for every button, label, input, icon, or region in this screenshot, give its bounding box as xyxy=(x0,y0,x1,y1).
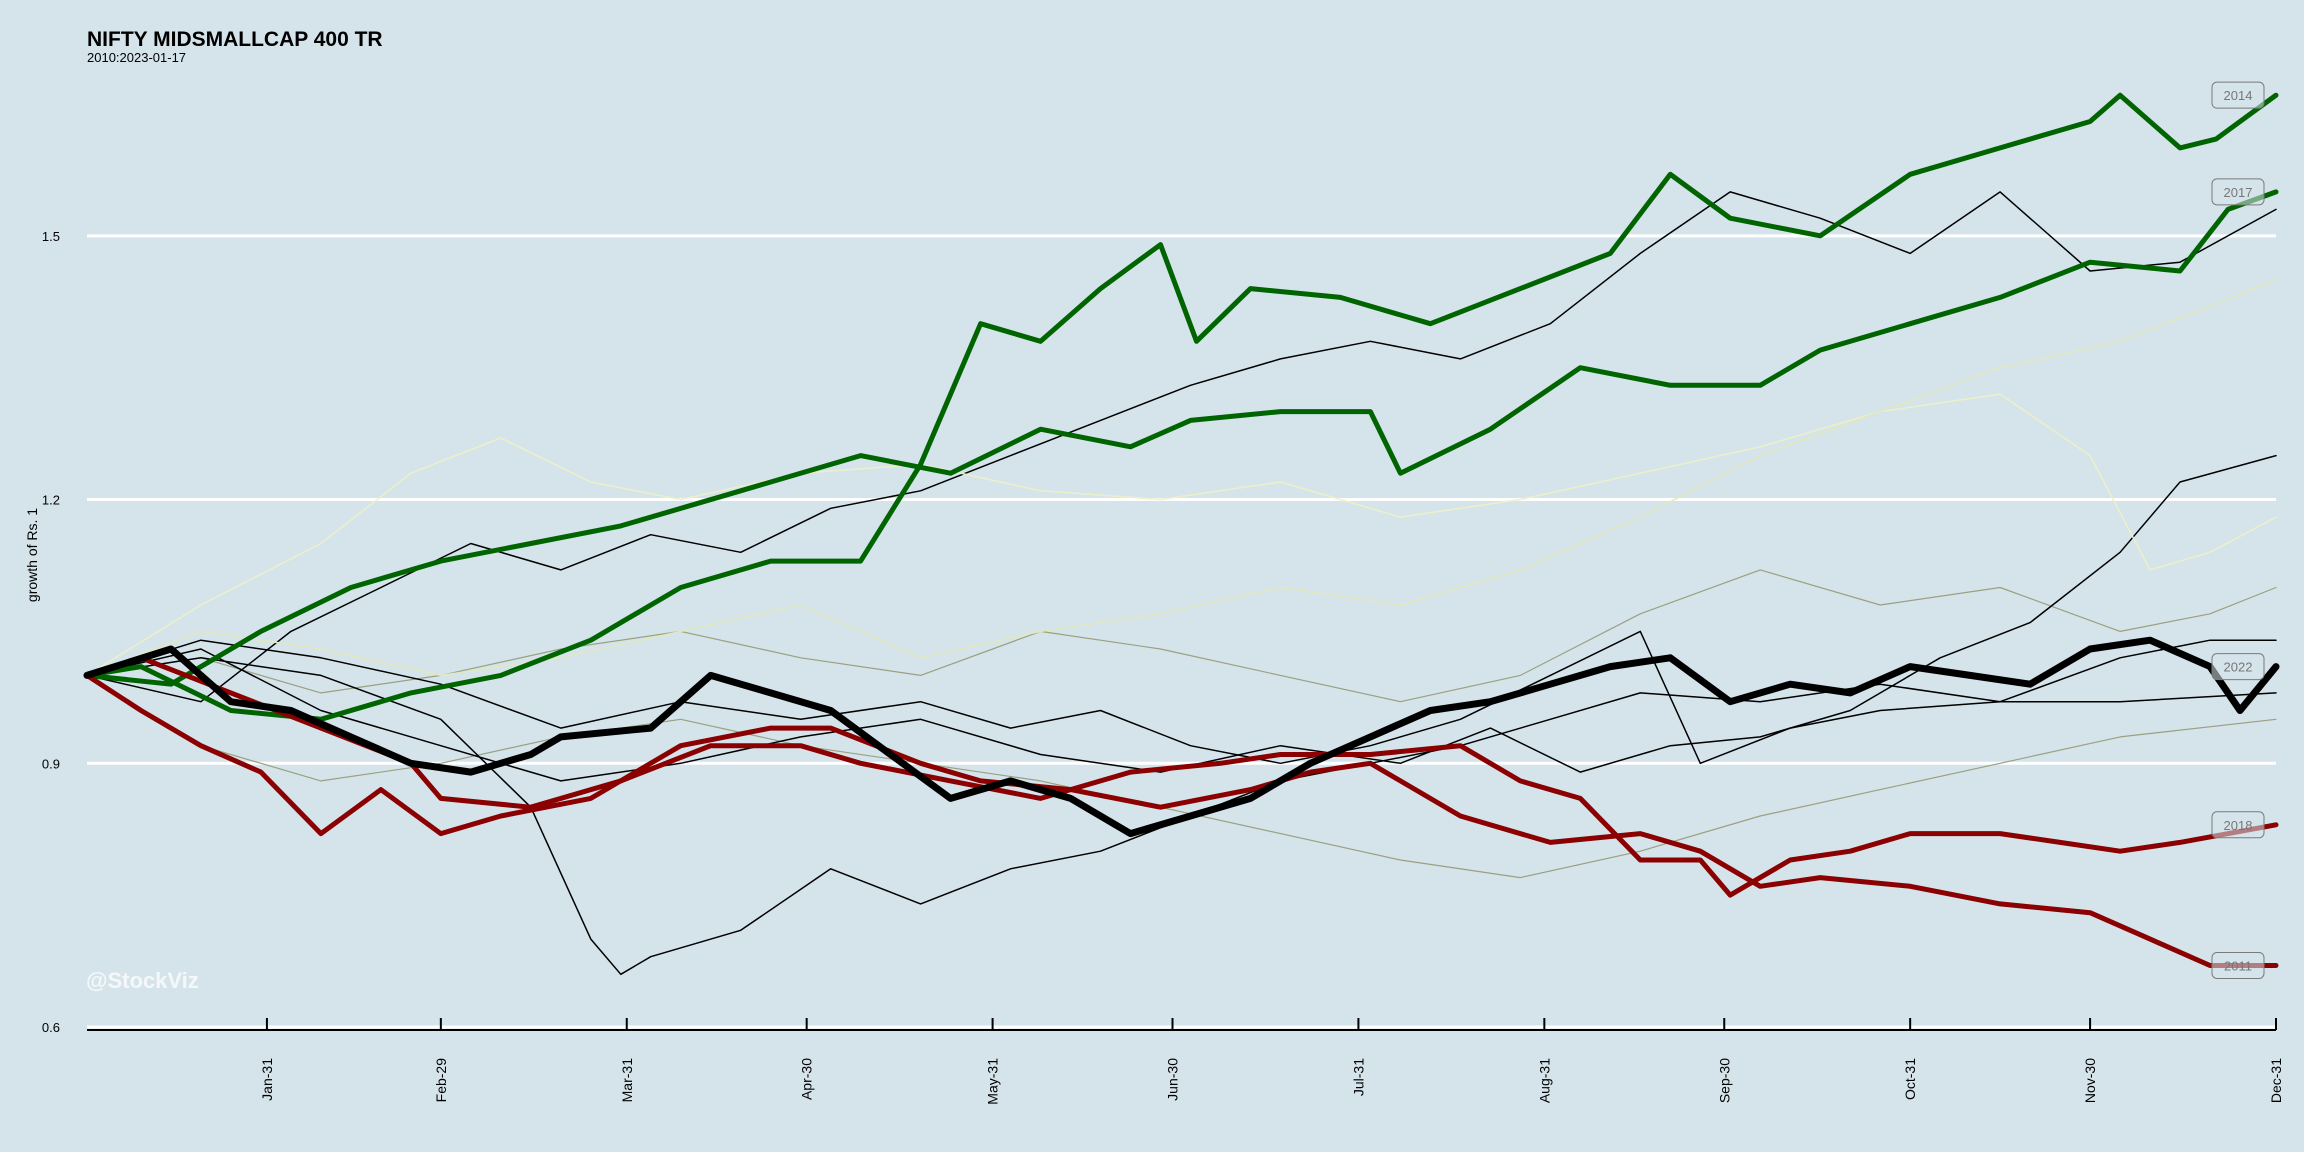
series-labels: 2014 2017 2022 2018 2011 xyxy=(2211,81,2265,979)
x-tick-label: Apr-30 xyxy=(799,1058,815,1100)
series-line xyxy=(86,454,2277,782)
series-line xyxy=(86,191,2277,703)
series-label: 2018 xyxy=(2224,818,2253,833)
y-tick-label: 1.2 xyxy=(42,493,60,508)
series-label-box xyxy=(2211,81,2265,109)
x-tick-label: Sep-30 xyxy=(1716,1058,1732,1103)
series-label: 2014 xyxy=(2224,88,2253,103)
x-tick-label: Aug-31 xyxy=(1536,1058,1552,1103)
y-tick-label: 0.9 xyxy=(42,756,60,771)
chart-title: NIFTY MIDSMALLCAP 400 TR xyxy=(87,28,383,51)
series-label-box xyxy=(2211,811,2265,839)
x-tick-label: Mar-31 xyxy=(619,1058,635,1103)
series-line xyxy=(86,279,2277,677)
series-lines xyxy=(83,92,2280,976)
x-tick-label: Jul-31 xyxy=(1350,1058,1366,1096)
x-tick-label: Feb-29 xyxy=(433,1058,449,1103)
series-line-2011 xyxy=(84,672,2279,968)
series-label: 2011 xyxy=(2224,958,2252,973)
chart-subtitle: 2010:2023-01-17 xyxy=(87,50,187,65)
series-line xyxy=(86,630,2277,765)
x-tick-label: Oct-31 xyxy=(1902,1058,1918,1100)
y-axis: 0.6 0.9 1.2 1.5 xyxy=(42,229,60,1035)
series-label: 2022 xyxy=(2224,660,2253,675)
x-tick-label: May-31 xyxy=(985,1058,1001,1105)
series-label-box xyxy=(2211,951,2265,979)
x-tick-label: Dec-31 xyxy=(2268,1058,2284,1103)
series-line-2017 xyxy=(84,189,2279,687)
y-tick-label: 1.5 xyxy=(42,229,60,244)
gridlines xyxy=(87,234,2276,1029)
series-label-box xyxy=(2211,653,2265,681)
x-axis: Jan-31 Feb-29 Mar-31 Apr-30 May-31 Jun-30 Jul-… xyxy=(87,1018,2284,1105)
y-tick-label: 0.6 xyxy=(42,1020,60,1035)
series-line-2018 xyxy=(84,655,2279,898)
series-line xyxy=(86,393,2277,677)
series-label-box xyxy=(2211,178,2265,206)
x-tick-label: Jun-30 xyxy=(1165,1058,1181,1101)
series-line-2022 xyxy=(83,636,2280,838)
x-tick-label: Nov-30 xyxy=(2082,1058,2098,1103)
series-label: 2017 xyxy=(2224,185,2253,200)
series-line xyxy=(86,569,2277,703)
x-tick-label: Jan-31 xyxy=(259,1058,275,1101)
series-line-2014 xyxy=(84,92,2279,722)
watermark: @StockViz xyxy=(86,968,199,993)
y-axis-label: growth of Rs. 1 xyxy=(24,508,40,602)
